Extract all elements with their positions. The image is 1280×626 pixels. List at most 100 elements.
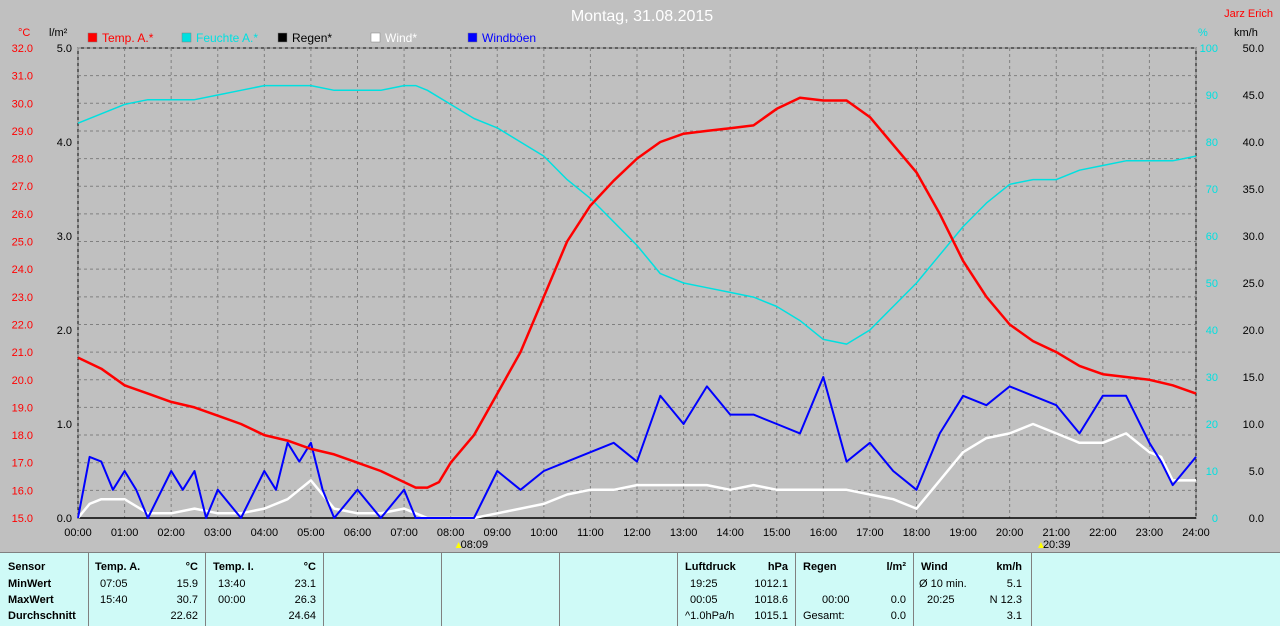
- x-tick-label: 05:00: [297, 527, 325, 539]
- column-divider: [1031, 553, 1032, 626]
- humidity-tick-label: 80: [1206, 137, 1218, 149]
- wind-tick-label: 50.0: [1243, 43, 1264, 55]
- rain-max-time: 00:00: [822, 594, 850, 606]
- rain-total-value: 0.0: [890, 610, 906, 622]
- x-tick-label: 20:00: [996, 527, 1024, 539]
- humidity-tick-label: 50: [1206, 278, 1218, 290]
- x-tick-label: 02:00: [157, 527, 185, 539]
- row-label-max: MaxWert: [8, 594, 54, 606]
- temp-tick-label: 23.0: [12, 292, 33, 304]
- rain-total-label: Gesamt:: [803, 610, 845, 622]
- wind-unit: km/h: [996, 561, 1022, 573]
- temp-tick-label: 21.0: [12, 347, 33, 359]
- wind-tick-label: 0.0: [1249, 513, 1264, 525]
- wind-tick-label: 20.0: [1243, 325, 1264, 337]
- x-tick-label: 17:00: [856, 527, 884, 539]
- wind-tick-label: 15.0: [1243, 372, 1264, 384]
- rain-axis-unit: l/m²: [49, 27, 68, 39]
- row-label-avg: Durchschnitt: [8, 610, 76, 622]
- x-tick-label: 04:00: [251, 527, 279, 539]
- wind-avg10-value: 5.1: [1006, 578, 1022, 590]
- pressure-max-time: 00:05: [690, 594, 718, 606]
- x-tick-label: 01:00: [111, 527, 139, 539]
- series-line-1: [77, 84, 1197, 345]
- temp-tick-label: 30.0: [12, 98, 33, 110]
- x-tick-label: 19:00: [949, 527, 977, 539]
- pressure-min-time: 19:25: [690, 578, 718, 590]
- series-line-4: [77, 376, 1197, 519]
- column-divider: [559, 553, 560, 626]
- temp-tick-label: 17.0: [12, 458, 33, 470]
- legend-label: Temp. A.*: [102, 31, 154, 45]
- marker-label: 20:39: [1043, 539, 1071, 551]
- wind-tick-label: 25.0: [1243, 278, 1264, 290]
- humidity-axis-unit: %: [1198, 27, 1208, 39]
- temp-i-unit: °C: [303, 561, 316, 573]
- temp-a-unit: °C: [185, 561, 198, 573]
- wind-tick-label: 45.0: [1243, 90, 1264, 102]
- temp-tick-label: 18.0: [12, 430, 33, 442]
- temp-i-min-time: 13:40: [218, 578, 246, 590]
- temp-tick-label: 19.0: [12, 402, 33, 414]
- weather-chart: 00:00 01:00 02:00 03:00 04:00 05:00 06:00 07:00…: [12, 8, 1273, 551]
- x-tick-label: 07:00: [390, 527, 418, 539]
- rain-max-value: 0.0: [890, 594, 906, 606]
- temp-i-min-value: 23.1: [294, 578, 316, 590]
- legend-label: Wind*: [385, 31, 417, 45]
- wind-max-time: 20:25: [927, 594, 955, 606]
- temp-i-header: Temp. I.: [213, 561, 254, 573]
- pressure-min-value: 1012.1: [754, 578, 788, 590]
- legend-label: Feuchte A.*: [196, 31, 258, 45]
- rain-unit: l/m²: [886, 561, 906, 573]
- sensor-header: Sensor: [8, 561, 46, 573]
- x-tick-label: 23:00: [1136, 527, 1164, 539]
- wind-avg10-label: Ø 10 min.: [919, 578, 967, 590]
- wind-axis-unit: km/h: [1234, 27, 1258, 39]
- temp-i-max-time: 00:00: [218, 594, 246, 606]
- rain-tick-label: 5.0: [57, 43, 72, 55]
- rain-tick-label: 4.0: [57, 137, 72, 149]
- column-divider: [677, 553, 678, 626]
- temp-tick-label: 15.0: [12, 513, 33, 525]
- temp-a-max-value: 30.7: [176, 594, 198, 606]
- x-tick-label: 11:00: [577, 527, 604, 539]
- x-tick-label: 21:00: [1042, 527, 1070, 539]
- legend-swatch: [467, 32, 478, 43]
- series-line-3: [77, 422, 1196, 520]
- temp-tick-label: 20.0: [12, 375, 33, 387]
- row-label-min: MinWert: [8, 578, 52, 590]
- wind-header: Wind: [921, 561, 948, 573]
- marker-label: 08:09: [461, 539, 489, 551]
- column-divider: [323, 553, 324, 626]
- statistics-table: Sensor MinWert MaxWert Durchschnitt Temp…: [0, 552, 1280, 626]
- wind-tick-label: 30.0: [1243, 231, 1264, 243]
- temp-tick-label: 32.0: [12, 43, 33, 55]
- x-tick-label: 09:00: [483, 527, 511, 539]
- legend-swatch: [87, 32, 98, 43]
- humidity-tick-label: 20: [1206, 419, 1218, 431]
- temp-a-min-time: 07:05: [100, 578, 128, 590]
- series-line-0: [77, 96, 1197, 489]
- pressure-header: Luftdruck: [685, 561, 736, 573]
- temp-a-avg-value: 22.62: [170, 610, 198, 622]
- humidity-tick-label: 10: [1206, 466, 1218, 478]
- legend-swatch: [181, 32, 192, 43]
- column-divider: [88, 553, 89, 626]
- column-divider: [205, 553, 206, 626]
- legend-swatch: [370, 32, 381, 43]
- temp-tick-label: 16.0: [12, 485, 33, 497]
- temp-tick-label: 26.0: [12, 209, 33, 221]
- rain-tick-label: 2.0: [57, 325, 72, 337]
- column-divider: [913, 553, 914, 626]
- rain-header: Regen: [803, 561, 837, 573]
- pressure-trend-label: ^1.0hPa/h: [685, 610, 735, 622]
- temp-i-max-value: 26.3: [294, 594, 316, 606]
- pressure-max-value: 1018.6: [754, 594, 788, 606]
- humidity-tick-label: 70: [1206, 184, 1218, 196]
- x-tick-label: 13:00: [670, 527, 698, 539]
- temp-tick-label: 24.0: [12, 264, 33, 276]
- marker-icon: ▲: [454, 540, 464, 551]
- x-tick-label: 00:00: [64, 527, 92, 539]
- x-tick-label: 18:00: [903, 527, 931, 539]
